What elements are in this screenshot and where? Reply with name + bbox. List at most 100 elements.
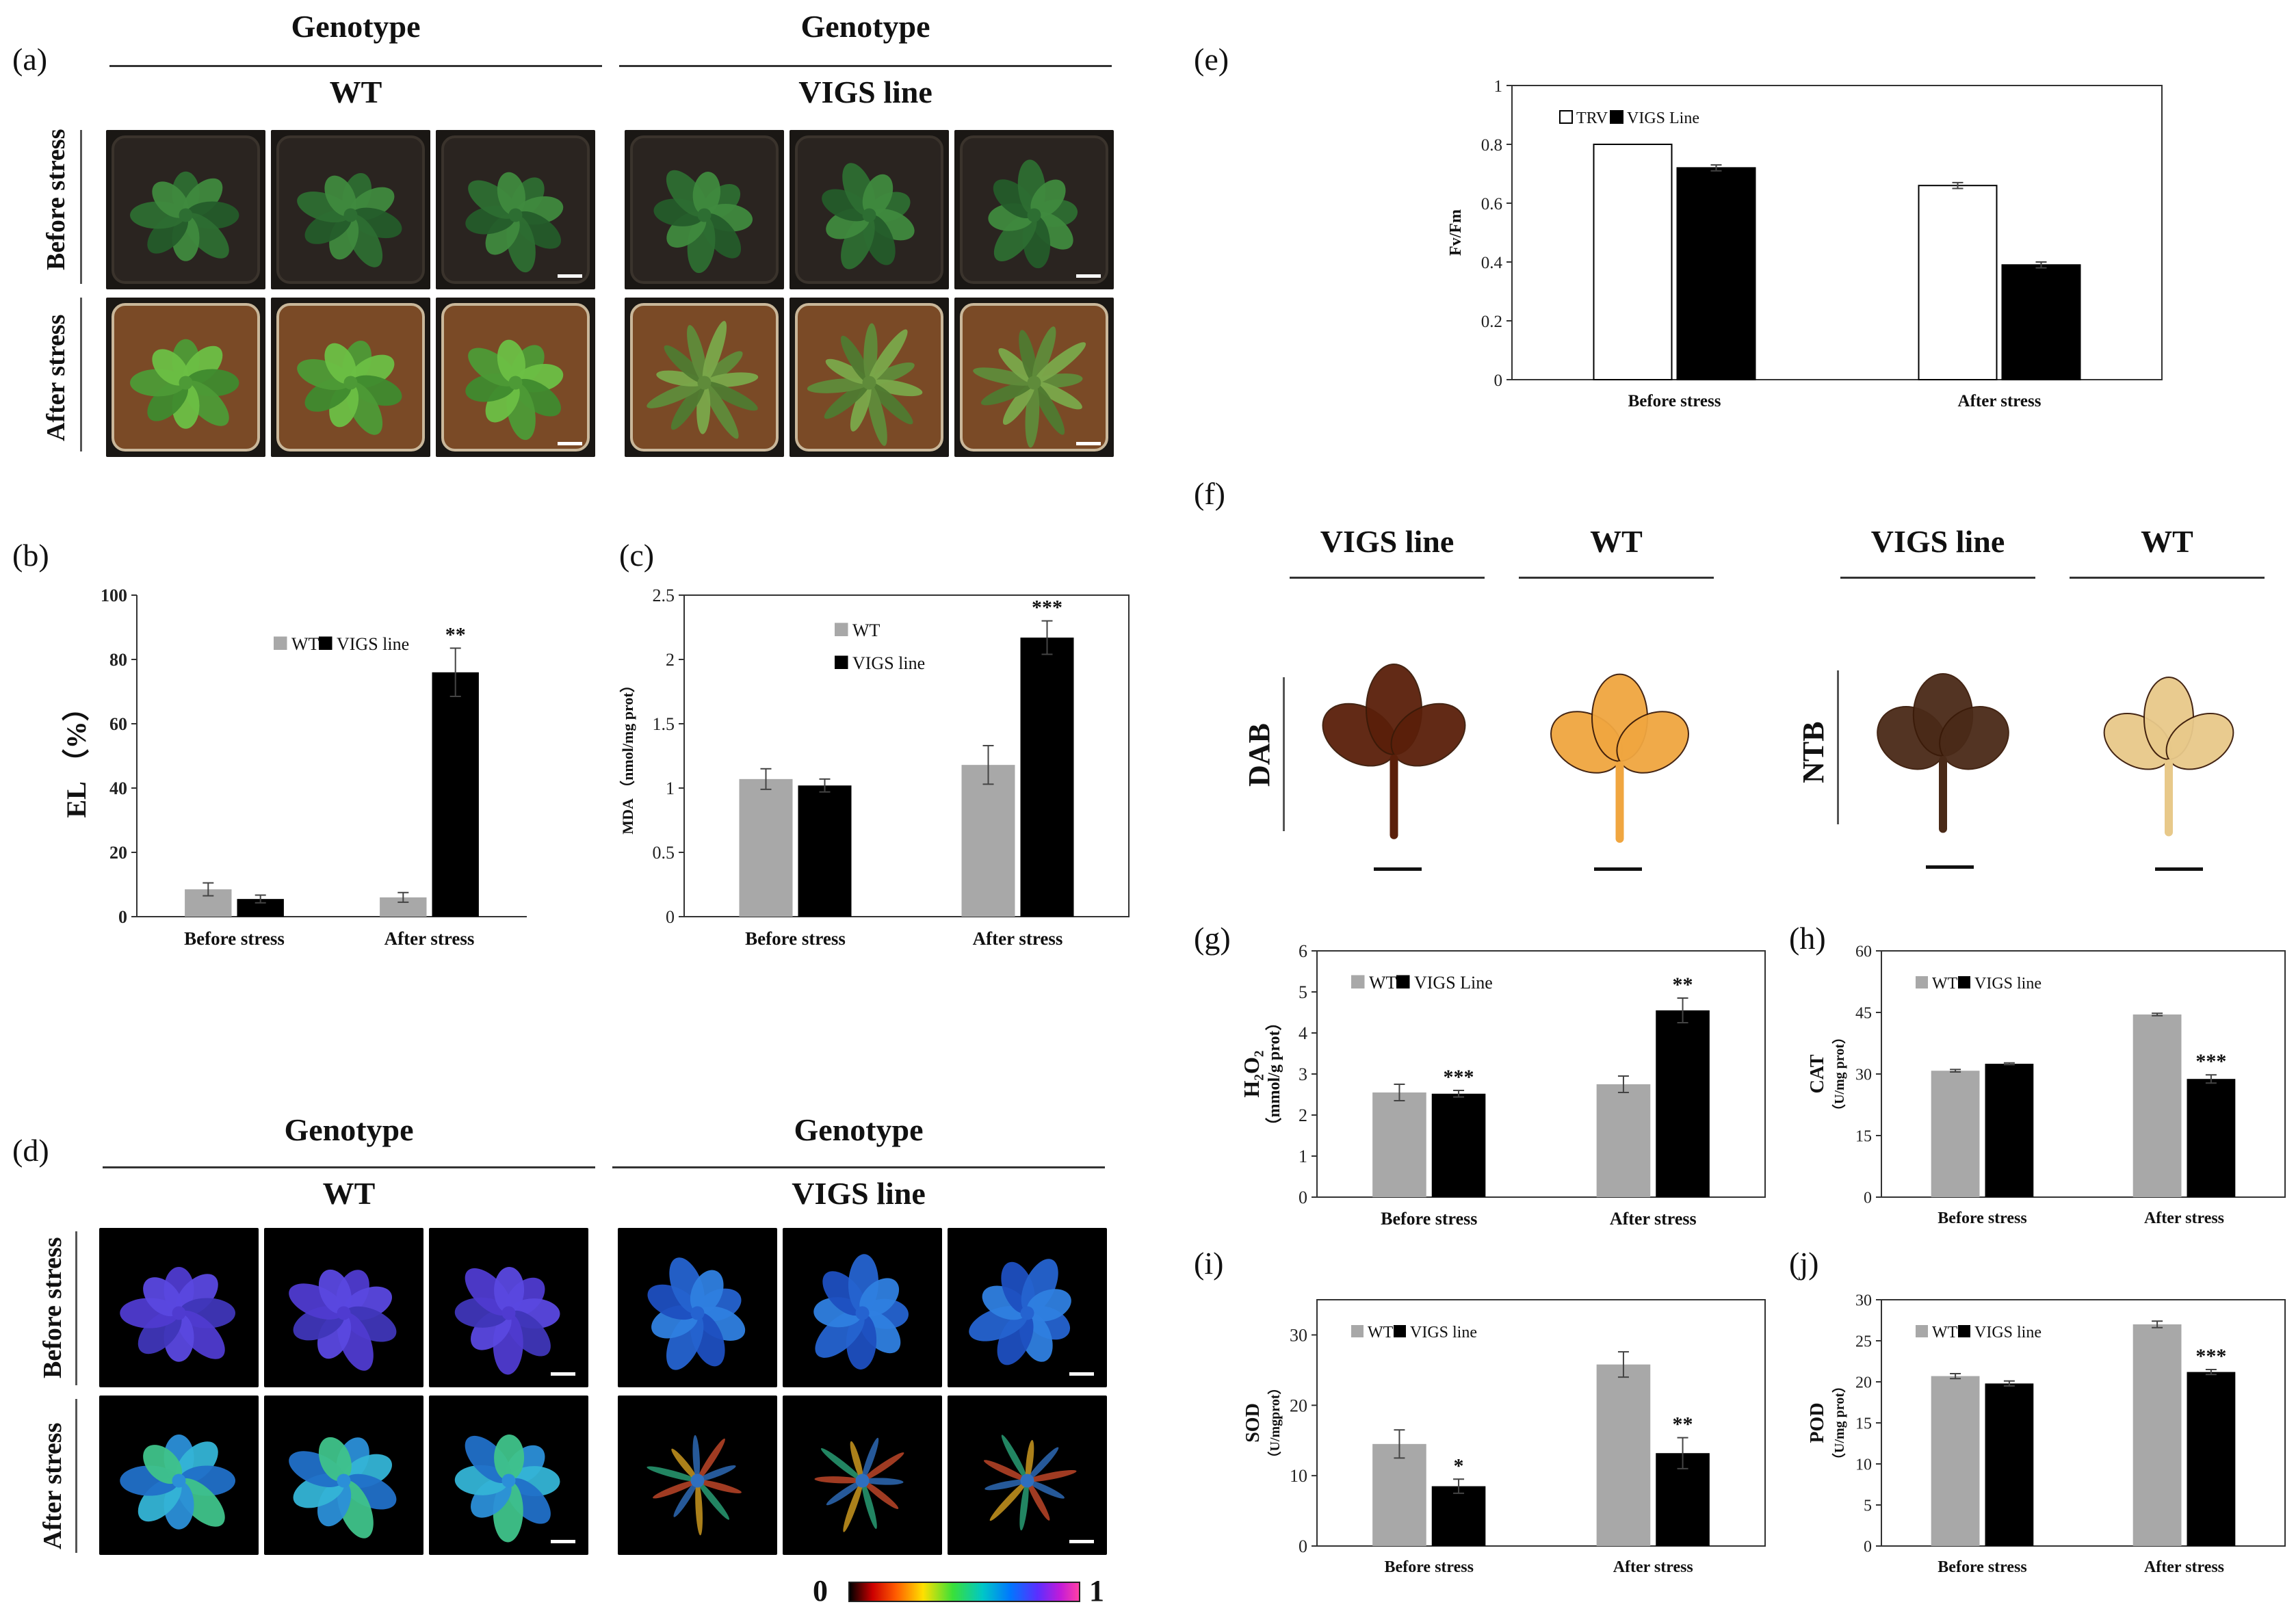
panel-d-row-label-before: Before stress: [38, 1237, 67, 1378]
panel-a-scalebar-r2: [1076, 442, 1101, 445]
chart-e-legend: TRV VIGS Line: [1559, 109, 1699, 127]
panel-a-photo-r1-c2: [271, 130, 430, 289]
panel-label-j: (j): [1789, 1246, 1819, 1281]
chart-g-ytick-label: 1: [1299, 1147, 1307, 1166]
chart-j-ytick-label: 20: [1855, 1374, 1872, 1391]
chart-g-ytick-label: 3: [1299, 1064, 1307, 1084]
chart-c-legend: WT VIGS line: [835, 620, 925, 673]
panel-d-photo-r1-c1: [99, 1228, 259, 1387]
panel-d-row-rule-2: [75, 1399, 77, 1553]
panel-d-right-top-rule: [612, 1166, 1105, 1168]
chart-h-ytick-label: 0: [1864, 1189, 1872, 1207]
chart-e-ylabel: Fv/Fm: [1447, 209, 1465, 256]
chart-j-bar-0-1: [2132, 1324, 2182, 1546]
panel-a-photo-r1-c4: [625, 130, 784, 289]
chart-g-bar-1-1: [1656, 1010, 1710, 1197]
chart-c-legend-label: WT: [852, 620, 880, 640]
chart-i-errorbar-1-1: [1677, 1437, 1688, 1469]
chart-e-category-label: After stress: [1958, 392, 2041, 410]
colorbar-min-label: 0: [813, 1574, 828, 1608]
panel-f-header-wt-1: WT: [1590, 524, 1643, 559]
panel-d-scalebar-r2: [1069, 1540, 1094, 1543]
chart-i-svg: 0 10 20 30 Before stress * After stress ** WT VIG…: [1242, 1299, 1766, 1576]
panel-a-photo-r1-c5: [790, 130, 949, 289]
chart-j-ytick-label: 0: [1864, 1538, 1872, 1556]
panel-f-ntb-rule: [1837, 670, 1839, 824]
chart-i-ytick-label: 20: [1290, 1396, 1307, 1415]
chart-i-legend: WT VIGS line: [1351, 1324, 1477, 1341]
chart-c-ytick-label: 2: [666, 650, 675, 670]
panel-label-b: (b): [12, 538, 49, 573]
chart-c-legend-label: VIGS line: [852, 653, 925, 673]
chart-b-legend: WT VIGS line: [274, 634, 409, 654]
chart-h-ylabel-main: CAT: [1807, 1054, 1828, 1093]
panel-a-left-top-header: Genotype: [291, 9, 421, 44]
chart-i-ytick-label: 0: [1299, 1536, 1307, 1556]
chart-i-bar-0-0: [1372, 1443, 1426, 1546]
chart-i-significance: **: [1673, 1413, 1693, 1436]
chart-g-errorbar-1-0: [1453, 1090, 1465, 1098]
chart-b-svg: 0 20 40 60 80 100 Before stress After stress ** W…: [61, 586, 527, 949]
panel-label-c: (c): [619, 538, 655, 573]
chart-g-ytick-label: 6: [1299, 941, 1307, 961]
chart-b-ytick-label: 0: [118, 907, 127, 927]
chart-h-ylabel-unit: （U/mg prot）: [1831, 1030, 1847, 1118]
chart-c: 0 0.5 1 1.5 2 2.5 Before stress After stress ***…: [602, 581, 1136, 982]
chart-g-svg: 0 1 2 3 4 5 6 Before stress *** After stress ** WT V…: [1239, 941, 1766, 1229]
chart-h-ytick-label: 45: [1855, 1004, 1872, 1022]
chart-e-category-label: Before stress: [1628, 392, 1721, 410]
panel-a-row-rule-2: [80, 298, 82, 451]
panel-f-header-vigs-2: VIGS line: [1870, 524, 2005, 559]
chart-j-legend-swatch: [1916, 1325, 1928, 1337]
leaf-dab-wt: [1550, 673, 1689, 843]
chart-j-legend-swatch: [1958, 1325, 1970, 1337]
panel-label-g: (g): [1194, 921, 1231, 956]
chart-c-svg: 0 0.5 1 1.5 2 2.5 Before stress After stress ***…: [619, 586, 1130, 949]
chart-e-bar-1-0: [1676, 167, 1756, 380]
panel-a-row-rule-1: [80, 130, 82, 284]
chart-e-ytick-label: 0: [1494, 371, 1503, 390]
chart-g-errorbar-1-1: [1677, 997, 1688, 1023]
panel-f-rule-2: [1519, 577, 1714, 579]
chart-j-ytick-label: 25: [1855, 1333, 1872, 1350]
chart-g-legend-swatch: [1396, 975, 1410, 988]
chart-h-bar-1-0: [1985, 1064, 2034, 1197]
chart-j-category-label: Before stress: [1938, 1558, 2026, 1576]
chart-i-legend-swatch: [1351, 1325, 1364, 1337]
chart-b-ytick-label: 80: [109, 650, 127, 670]
chart-e-ytick-label: 0.6: [1481, 195, 1502, 213]
panel-f-rule-1: [1290, 577, 1485, 579]
panel-d-photo-r2-c5: [783, 1396, 942, 1555]
panel-a-row-label-after: After stress: [42, 314, 70, 441]
chart-e-errorbar-0-1: [1952, 181, 1964, 189]
panel-f-scalebar-1: [1374, 867, 1422, 871]
chart-j-legend-label: VIGS line: [1974, 1324, 2041, 1341]
chart-i-legend-swatch: [1394, 1325, 1406, 1337]
panel-d-photo-r1-c2: [264, 1228, 423, 1387]
chart-g-ytick-label: 0: [1299, 1188, 1307, 1207]
panel-a-photo-r2-c6: [954, 298, 1114, 457]
panel-label-f: (f): [1194, 476, 1225, 511]
panel-a-photo-r1-c3: [436, 130, 595, 289]
chart-c-legend-swatch: [835, 623, 848, 636]
chart-c-bar-1-1: [1020, 638, 1074, 917]
chart-g-bar-0-1: [1596, 1084, 1651, 1197]
chart-b-errorbar-1-1: [449, 647, 461, 698]
chart-j-category-label: After stress: [2144, 1558, 2224, 1576]
chart-c-legend-swatch: [835, 655, 848, 669]
chart-j-bar-1-0: [1985, 1383, 2034, 1546]
stain-label-dab: DAB: [1242, 723, 1276, 787]
chart-h-bar-0-0: [1931, 1071, 1980, 1197]
chart-h: 0 15 30 45 60 Before stress After stress *** WT V…: [1806, 943, 2286, 1235]
chart-c-significance: ***: [1032, 597, 1062, 619]
chart-j-errorbar-0-1: [2152, 1320, 2163, 1328]
panel-f-scalebar-3: [1926, 865, 1974, 869]
panel-label-a: (a): [12, 42, 48, 77]
chart-g-ylabel-main: H₂O₂: [1239, 1051, 1264, 1098]
leaf-ntb-wt: [2103, 677, 2234, 837]
chart-b-bar-1-1: [432, 672, 479, 917]
panel-d-photo-r2-c4: [618, 1396, 777, 1555]
chart-g-legend: WT VIGS Line: [1351, 973, 1493, 993]
chart-h-significance: ***: [2195, 1050, 2226, 1073]
chart-g-bar-1-0: [1431, 1093, 1486, 1197]
